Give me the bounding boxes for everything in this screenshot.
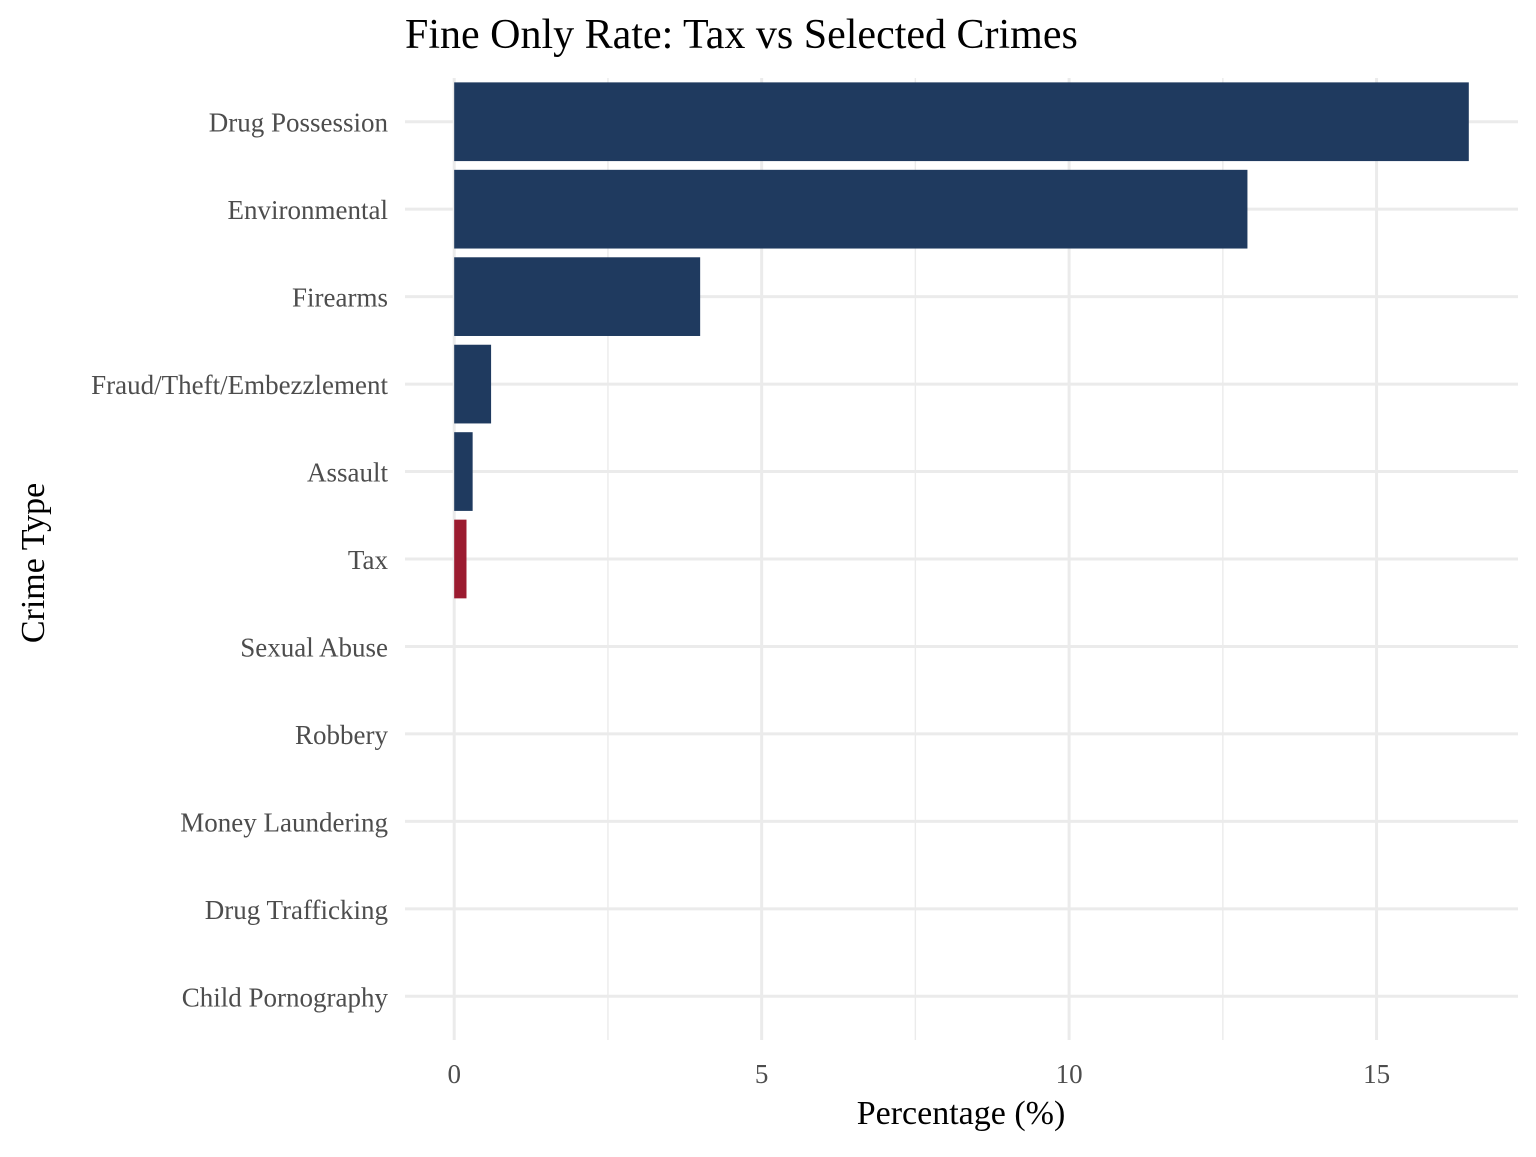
y-tick-label: Fraud/Theft/Embezzlement [91,370,388,400]
y-tick-label: Drug Possession [209,108,389,138]
y-axis-title: Crime Type [15,483,52,643]
y-tick-label: Environmental [228,195,388,225]
y-tick-labels: Drug Possession Environmental Firearms Frau… [91,108,388,1013]
y-tick-label: Firearms [292,283,388,313]
bars [454,82,1469,599]
bar-tax [454,519,467,599]
x-tick-label: 15 [1363,1059,1390,1089]
y-tick-label: Robbery [295,720,388,750]
y-tick-label: Money Laundering [180,807,388,837]
y-tick-label: Sexual Abuse [240,632,388,662]
bar-fraud-theft-embezzlement [454,344,492,424]
y-tick-label: Child Pornography [182,982,389,1012]
x-axis-title: Percentage (%) [857,1095,1066,1132]
bar-firearms [454,257,701,336]
bar-assault [454,432,473,511]
x-tick-label: 5 [755,1059,769,1089]
y-tick-label: Tax [348,545,389,575]
x-tick-label: 0 [447,1059,461,1089]
chart-title: Fine Only Rate: Tax vs Selected Crimes [405,12,1078,58]
y-tick-label: Assault [307,458,388,488]
y-tick-label: Drug Trafficking [205,895,388,925]
x-tick-label: 10 [1056,1059,1083,1089]
bar-environmental [454,169,1248,249]
x-tick-labels: 0 5 10 15 [447,1059,1390,1089]
bar-drug-possession [454,82,1469,162]
